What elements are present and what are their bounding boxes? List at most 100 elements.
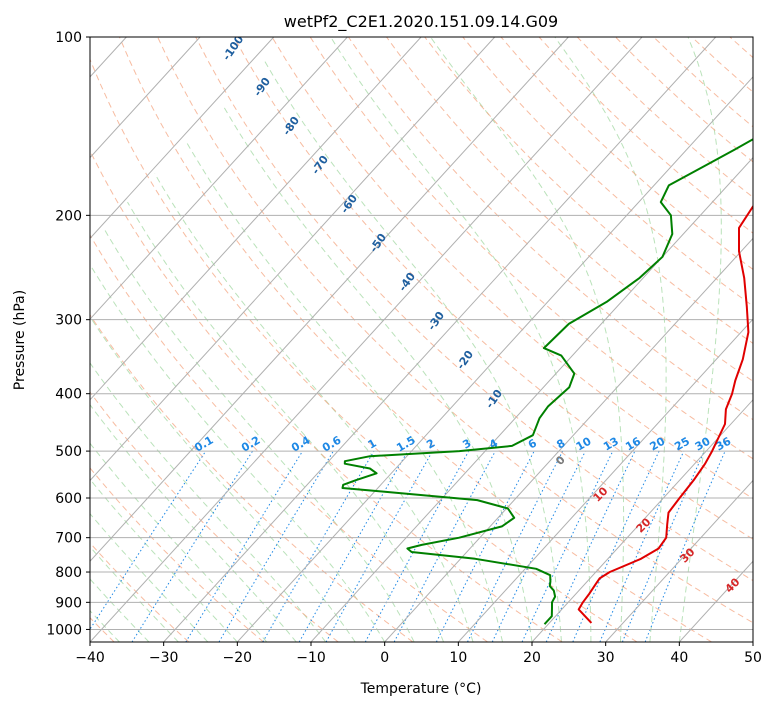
dry-adiabat-line (347, 37, 753, 421)
dry-adiabat-line (195, 37, 753, 582)
isotherm-line (457, 318, 753, 642)
x-tick-label: 20 (523, 650, 541, 666)
y-tick-label: 700 (55, 531, 82, 547)
dry-adiabat-line (90, 313, 414, 642)
dry-adiabat-line (424, 37, 753, 344)
moist-adiabat-line (430, 37, 625, 642)
x-tick-label: 40 (670, 650, 688, 666)
dry-adiabat-label: -90 (251, 75, 273, 99)
moist-adiabat-line (554, 37, 667, 642)
isotherm-line (163, 37, 717, 642)
dry-adiabat-line (271, 37, 753, 500)
mixing-ratio-line (545, 450, 636, 642)
x-tick-label: 10 (449, 650, 467, 666)
dry-adiabat-line (462, 37, 753, 307)
dry-adiabat-line (538, 37, 753, 234)
mixing-ratio-line (467, 450, 564, 642)
dewpoint-profile-line (341, 138, 753, 625)
isotherm-line (605, 479, 753, 642)
sounding-series (341, 138, 753, 625)
y-tick-label: 300 (55, 313, 82, 329)
y-tick-label: 800 (55, 565, 82, 581)
y-tick-label: 500 (55, 444, 82, 460)
isotherm-line (90, 37, 348, 320)
x-tick-label: −20 (223, 650, 253, 666)
mixing-ratio-line (364, 450, 470, 642)
plot-frame (89, 36, 754, 643)
moist-adiabat-line (90, 513, 209, 642)
dry-adiabat-line (90, 542, 190, 642)
isotherm-line (236, 76, 753, 642)
grid-and-adiabats: 0.1 0.2 0.4 0.6 1 1.5 2 3 4 6 8 10 13 16 20 25 30 36-100-… (90, 37, 753, 642)
mixing-ratio-line (218, 450, 334, 642)
chart-title: wetPf2_C2E1.2020.151.09.14.G09 (284, 12, 558, 32)
mixing-ratio-line (185, 450, 304, 642)
isotherm-line (90, 37, 643, 642)
mixing-ratio-line (599, 450, 685, 642)
dry-adiabat-line (576, 37, 753, 198)
moist-adiabat-label: 10 (591, 484, 611, 504)
x-tick-label: 50 (744, 650, 762, 666)
mixing-ratio-line (393, 450, 496, 642)
mixing-ratio-line (621, 450, 705, 642)
temperature-profile-line (577, 204, 753, 624)
moist-adiabat-line (154, 173, 474, 642)
dry-adiabat-line (90, 149, 563, 642)
dry-adiabat-line (90, 58, 638, 642)
isotherm-line (90, 37, 569, 563)
moist-adiabat-line (90, 478, 238, 642)
moist-adiabat-label: 40 (723, 575, 743, 595)
moist-adiabat-line (678, 37, 722, 642)
moist-adiabats (90, 37, 722, 642)
dry-adiabat-label: -20 (454, 348, 476, 372)
moist-adiabat-line (90, 546, 179, 642)
moist-adiabat-line (103, 227, 415, 642)
y-tick-label: 900 (55, 595, 82, 611)
moist-adiabat-label: 20 (634, 515, 654, 535)
y-axis-label: Pressure (hPa) (12, 290, 28, 390)
x-axis-ticks: −40 −30 −20 −10 0 10 20 30 40 50 (75, 642, 762, 666)
dry-adiabat-line (309, 37, 753, 460)
mixing-ratio-line (90, 450, 207, 631)
moist-adiabat-line (221, 104, 533, 642)
moist-adiabat-line (90, 263, 386, 642)
x-tick-label: −40 (75, 650, 105, 666)
skewed-isotherm-gridlines (90, 37, 753, 642)
isotherm-line (90, 37, 275, 240)
isotherm-line (384, 237, 753, 642)
mixing-ratio-line (644, 450, 726, 642)
y-tick-label: 1000 (46, 622, 82, 638)
y-tick-label: 200 (55, 208, 82, 224)
moist-adiabat-line (90, 442, 268, 642)
isotherm-line (310, 156, 753, 642)
dry-adiabat-line (691, 37, 753, 93)
moist-adiabat-line (90, 315, 356, 642)
mixing-ratio-line (131, 450, 254, 642)
x-tick-label: 0 (380, 650, 389, 666)
y-axis-ticks: 100 200 300 400 500 600 700 800 900 1000 (46, 30, 90, 638)
dry-adiabat-label: -50 (367, 231, 389, 255)
mixing-ratio-label: 2 (424, 437, 437, 452)
dry-adiabat-label: -30 (425, 309, 447, 333)
moist-adiabat-label: 30 (678, 545, 698, 565)
isotherm-line (90, 37, 496, 482)
x-tick-label: −30 (149, 650, 179, 666)
x-axis-label: Temperature (°C) (360, 681, 482, 697)
y-tick-label: 600 (55, 491, 82, 507)
x-tick-label: 30 (597, 650, 615, 666)
isotherm-line (752, 641, 753, 642)
dry-adiabat-line (729, 37, 753, 59)
moist-adiabat-line (127, 201, 445, 642)
mixing-ratio-label: 4 (487, 436, 500, 451)
dry-adiabat-line (157, 37, 753, 624)
dry-adiabat-line (90, 234, 488, 642)
dry-adiabat-label: -10 (483, 387, 505, 411)
x-tick-label: −10 (296, 650, 326, 666)
dry-adiabat-line (653, 37, 753, 128)
isotherm-line (531, 399, 753, 642)
dry-adiabat-label: -40 (396, 270, 418, 294)
y-tick-label: 400 (55, 387, 82, 403)
dry-adiabats (90, 37, 753, 642)
dry-adiabat-line (386, 37, 753, 382)
dry-adiabat-line (90, 467, 264, 642)
